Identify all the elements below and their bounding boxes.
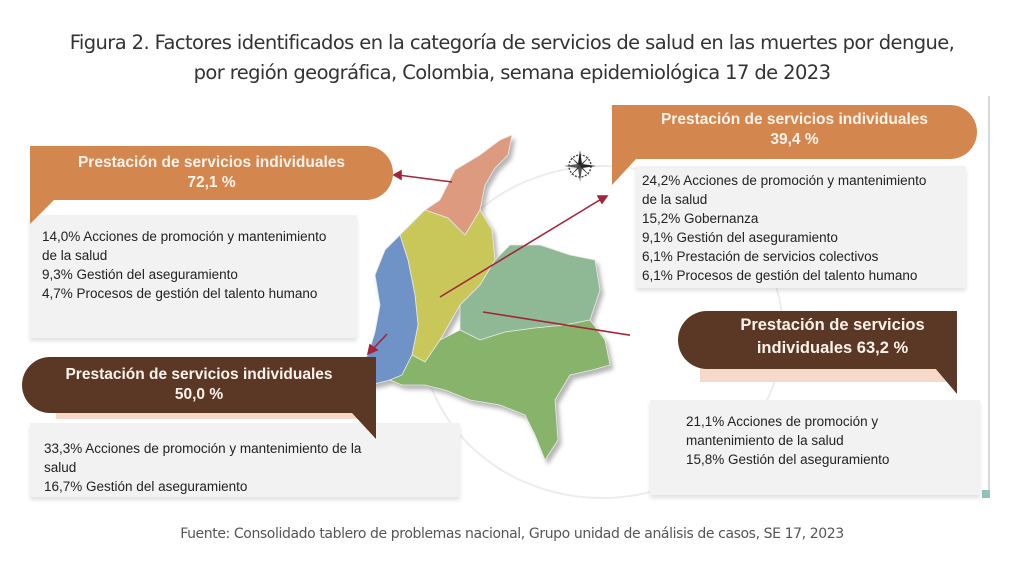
- compass-rose-icon: [564, 150, 596, 182]
- callout-tail: [612, 159, 636, 185]
- arrow-andina: [439, 197, 604, 298]
- factor-item: de la salud: [642, 192, 708, 207]
- factor-item: 6,1% Procesos de gestión del talento hum…: [642, 268, 918, 283]
- callout-percentage: 72,1 %: [187, 174, 236, 191]
- callout-percentage: individuales 63,2 %: [756, 339, 909, 357]
- callout-body-orinoquia-amazonia: 21,1% Acciones de promoción y mantenimie…: [650, 400, 980, 495]
- factor-item: 15,2% Gobernanza: [642, 211, 759, 226]
- callout-title: Prestación de servicios individuales: [660, 111, 929, 128]
- figure-source: Fuente: Consolidado tablero de problemas…: [180, 526, 844, 542]
- callout-tail: [30, 200, 54, 224]
- factor-item: 33,3% Acciones de promoción y mantenimie…: [44, 441, 362, 456]
- region-amazonia: [388, 319, 611, 461]
- panel-corner-accent: [982, 490, 990, 498]
- callout-percentage: 39,4 %: [770, 131, 819, 148]
- factor-item: 24,2% Acciones de promoción y mantenimie…: [642, 173, 927, 188]
- factor-item: 15,8% Gestión del aseguramiento: [686, 452, 890, 467]
- factor-item: de la salud: [42, 248, 108, 263]
- factor-item: 6,1% Prestación de servicios colectivos: [642, 249, 879, 264]
- callout-body-pacifica: 33,3% Acciones de promoción y mantenimie…: [30, 423, 460, 497]
- callout-title: Prestación de servicios individuales: [77, 154, 346, 171]
- callout-header-pacifica: Prestación de servicios individuales 50,…: [22, 357, 376, 413]
- colombia-region-map: [351, 134, 630, 461]
- factor-item: 9,3% Gestión del aseguramiento: [42, 267, 238, 282]
- figure-title-line-1: Figura 2. Factores identificados en la c…: [69, 31, 955, 54]
- callout-header-orinoquia-amazonia: Prestación de servicios individuales 63,…: [678, 311, 957, 369]
- arrow-caribe: [397, 174, 453, 183]
- callout-header-andina: Prestación de servicios individuales 39,…: [612, 105, 977, 159]
- factor-item: 21,1% Acciones de promoción y: [686, 414, 879, 429]
- factor-item: 16,7% Gestión del aseguramiento: [44, 479, 248, 494]
- callout-tail: [935, 368, 957, 394]
- callout-title: Prestación de servicios individuales: [65, 366, 333, 383]
- figure-title: Figura 2. Factores identificados en la c…: [0, 28, 1024, 88]
- factor-item: mantenimiento de la salud: [686, 433, 844, 448]
- factor-item: 9,1% Gestión del aseguramiento: [642, 230, 838, 245]
- figure-title-line-2: por región geográfica, Colombia, semana …: [193, 61, 831, 84]
- arrow-orinoquia: [482, 311, 630, 337]
- factor-item: 4,7% Procesos de gestión del talento hum…: [42, 286, 318, 301]
- callout-body-caribe: 14,0% Acciones de promoción y mantenimie…: [30, 215, 357, 338]
- callout-percentage: 50,0 %: [174, 386, 224, 403]
- callout-header-caribe: Prestación de servicios individuales 72,…: [30, 146, 393, 200]
- callout-title: Prestación de servicios: [740, 316, 925, 334]
- callout-body-andina: 24,2% Acciones de promoción y mantenimie…: [636, 166, 966, 288]
- callout-tail: [352, 413, 376, 439]
- callout-glow: [700, 368, 956, 382]
- factor-item: 14,0% Acciones de promoción y mantenimie…: [42, 229, 327, 244]
- factor-item: salud: [44, 460, 77, 475]
